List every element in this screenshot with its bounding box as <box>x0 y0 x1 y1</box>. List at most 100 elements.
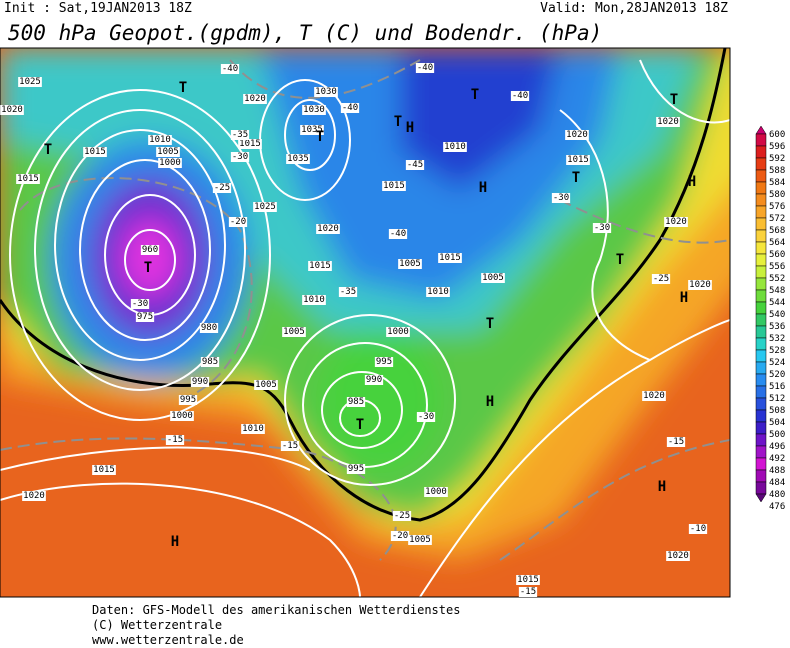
label-box <box>18 77 42 87</box>
contour-label: -20 <box>230 217 246 227</box>
label-box <box>416 412 436 422</box>
label-box <box>516 575 540 585</box>
label-box <box>386 327 410 337</box>
colorbar-label: 532 <box>769 334 785 344</box>
contour-label: -40 <box>342 103 358 113</box>
label-box <box>688 280 712 290</box>
label-box <box>316 224 340 234</box>
label-box <box>664 217 688 227</box>
colorbar-cell <box>755 373 767 387</box>
pressure-center: T <box>179 80 187 96</box>
label-box <box>280 441 300 451</box>
contour-label: -30 <box>132 299 148 309</box>
colorbar-label: 572 <box>769 214 785 224</box>
label-box <box>314 87 338 97</box>
label-box <box>190 377 210 387</box>
label-box <box>253 202 277 212</box>
label-box <box>282 327 306 337</box>
label-box <box>688 524 708 534</box>
colorbar-cell <box>755 265 767 279</box>
label-box <box>220 64 240 74</box>
label-box <box>0 105 24 115</box>
label-box <box>656 117 680 127</box>
colorbar-cell <box>755 349 767 363</box>
colorbar-cell <box>755 361 767 375</box>
colorbar-arrow <box>755 125 767 135</box>
label-box <box>230 130 250 140</box>
colorbar-cell <box>755 421 767 435</box>
contour-label: 1030 <box>303 105 325 115</box>
contour-label: -35 <box>232 130 248 140</box>
label-box <box>83 147 107 157</box>
contour-label: -40 <box>417 63 433 73</box>
isobars <box>0 59 730 597</box>
pressure-center: H <box>680 290 688 306</box>
label-box <box>426 287 450 297</box>
label-box <box>243 94 267 104</box>
pressure-center: H <box>658 479 666 495</box>
label-box <box>140 245 160 255</box>
footer-line: Daten: GFS-Modell des amerikanischen Wet… <box>92 603 460 617</box>
map-frame <box>0 47 731 598</box>
contour-label: -25 <box>653 274 669 284</box>
label-box <box>212 183 232 193</box>
label-box <box>481 273 505 283</box>
label-box <box>254 380 278 390</box>
colorbar-label: 528 <box>769 346 785 356</box>
label-box <box>398 259 422 269</box>
contour-label: -40 <box>390 229 406 239</box>
colorbar-label: 524 <box>769 358 785 368</box>
contour-label: 1015 <box>567 155 589 165</box>
label-box <box>170 411 194 421</box>
contour-label: 980 <box>201 323 217 333</box>
label-box <box>642 391 666 401</box>
contour-label: 1025 <box>254 202 276 212</box>
label-box <box>374 357 394 367</box>
colorbar-label: 536 <box>769 322 785 332</box>
contour-label: 1015 <box>383 181 405 191</box>
colorbar-cell <box>755 145 767 159</box>
label-box <box>238 139 262 149</box>
pressure-center: T <box>144 260 152 276</box>
contour-label: 1030 <box>315 87 337 97</box>
colorbar-label: 516 <box>769 382 785 392</box>
label-box <box>158 158 182 168</box>
contour-label: 1005 <box>157 147 179 157</box>
contour-label: 1010 <box>427 287 449 297</box>
colorbar-label: 556 <box>769 262 785 272</box>
label-box <box>228 217 248 227</box>
colorbar-cell <box>755 181 767 195</box>
label-box <box>443 142 467 152</box>
contour-label: 960 <box>142 245 158 255</box>
map-title: 500 hPa Geopot.(gpdm), T (C) und Bodendr… <box>8 21 602 45</box>
label-box <box>302 295 326 305</box>
pressure-center: T <box>572 170 580 186</box>
contour-label: 1015 <box>239 139 261 149</box>
contour-label: 1025 <box>19 77 41 87</box>
label-box <box>148 135 172 145</box>
colorbar-label: 588 <box>769 166 785 176</box>
contour-label: 1015 <box>84 147 106 157</box>
colorbar-cell <box>755 457 767 471</box>
pressure-center: T <box>670 92 678 108</box>
colorbar-label: 552 <box>769 274 785 284</box>
contour-label: 1020 <box>665 217 687 227</box>
contour-label: -15 <box>282 441 298 451</box>
label-box <box>338 287 358 297</box>
label-box <box>340 103 360 113</box>
colorbar-label: 592 <box>769 154 785 164</box>
colorbar-cell <box>755 409 767 423</box>
contour-label: -20 <box>392 531 408 541</box>
colorbar-label: 488 <box>769 466 785 476</box>
label-box <box>415 63 435 73</box>
label-box <box>666 437 686 447</box>
label-box <box>390 531 410 541</box>
label-box <box>510 91 530 101</box>
pressure-center: H <box>486 394 494 410</box>
label-box <box>565 130 589 140</box>
colorbar-cell <box>755 433 767 447</box>
contour-label: 1020 <box>317 224 339 234</box>
colorbar-cell <box>755 169 767 183</box>
contour-label: -15 <box>167 435 183 445</box>
valid-time: Valid: Mon,28JAN2013 18Z <box>540 1 728 16</box>
